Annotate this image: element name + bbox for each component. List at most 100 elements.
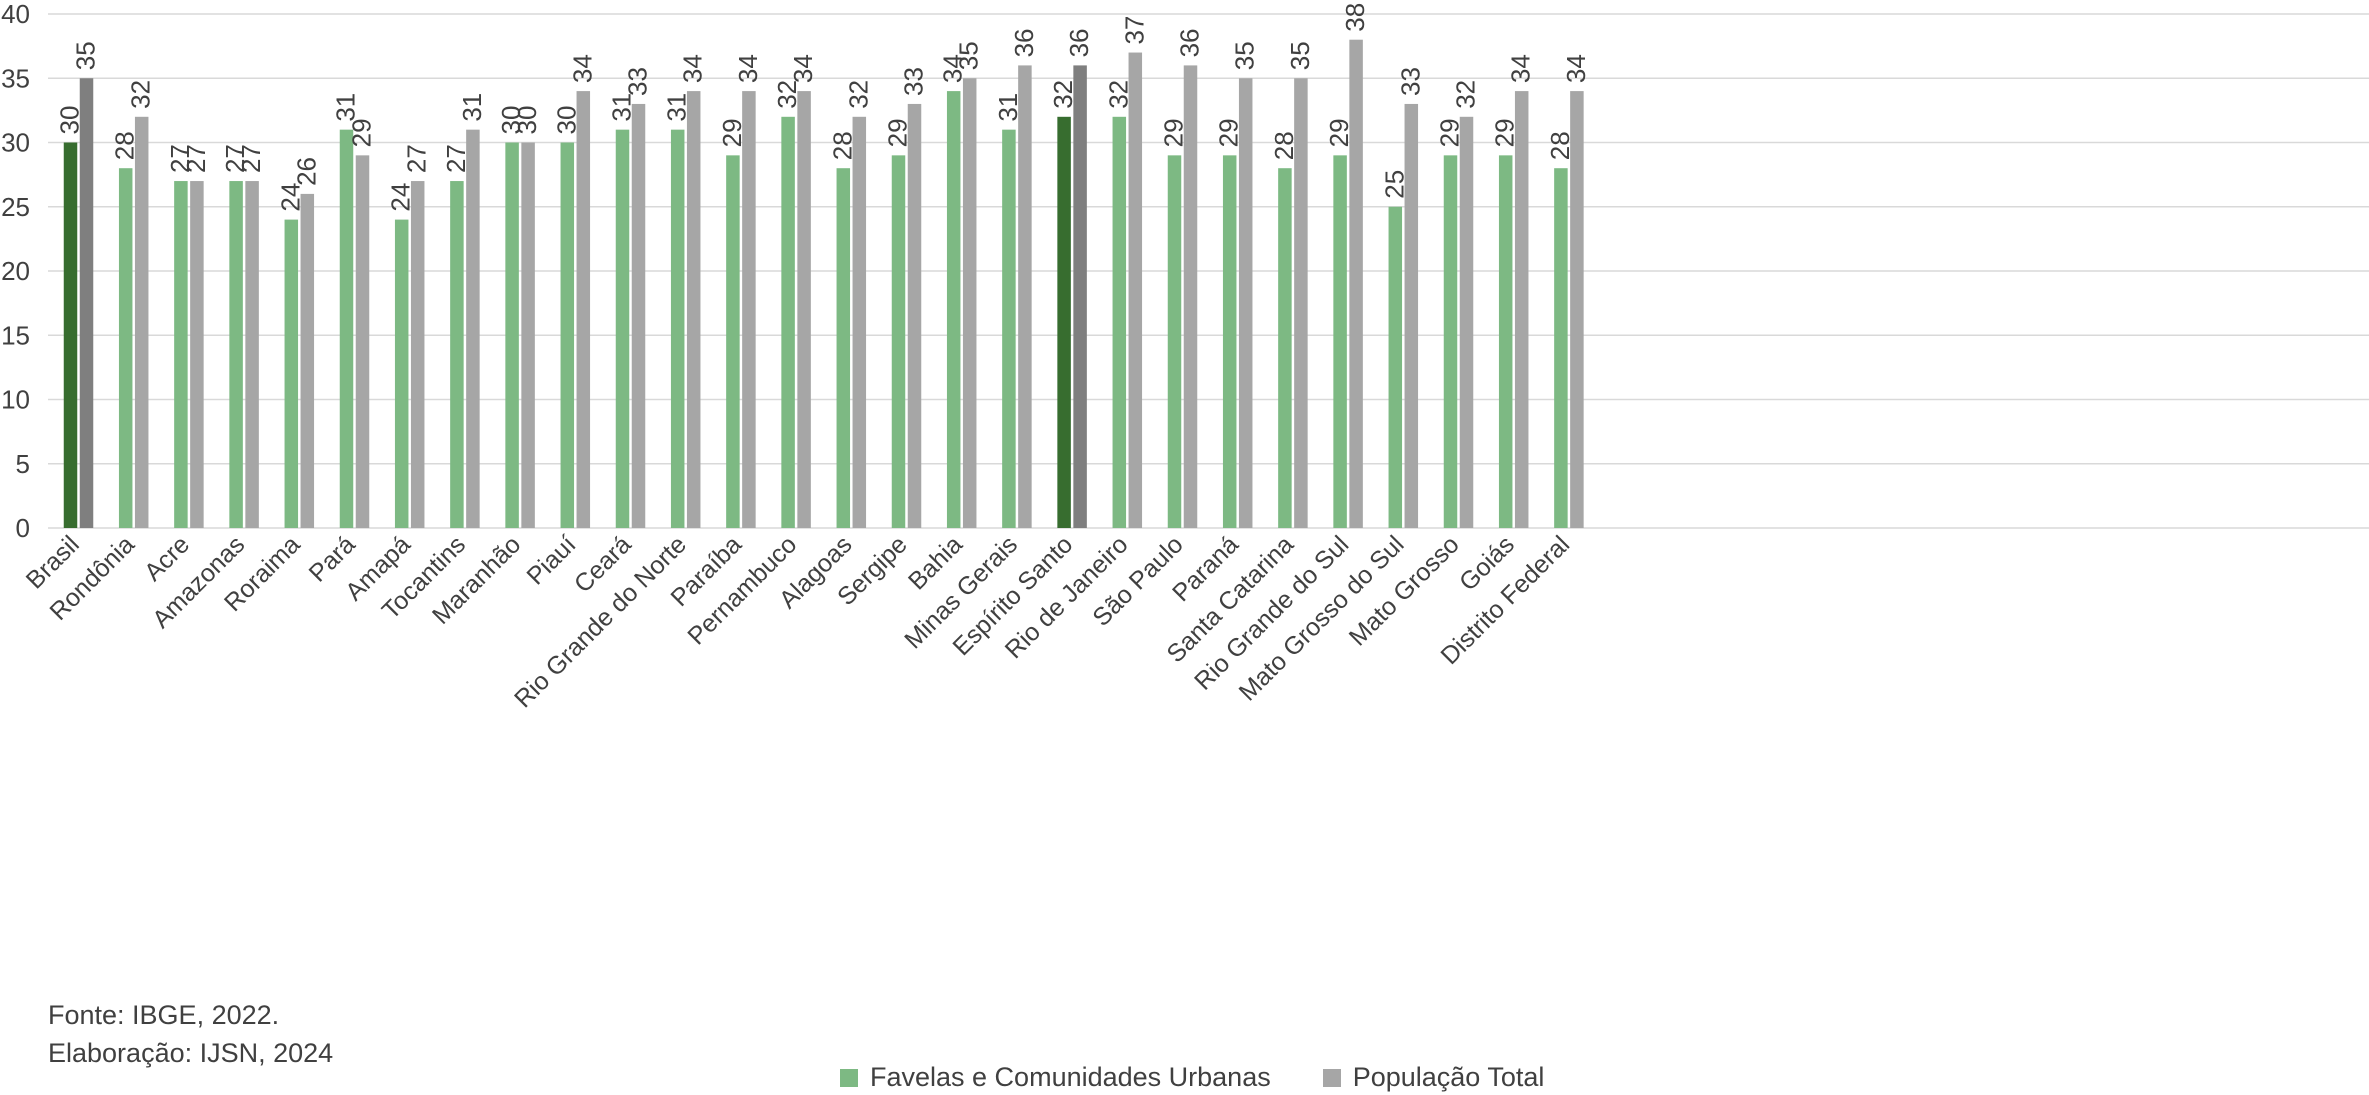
bar-favelas-distrito-federal: [1554, 168, 1568, 528]
data-label: 35: [71, 41, 101, 70]
data-label: 29: [1159, 118, 1189, 147]
data-label: 29: [1435, 118, 1465, 147]
data-label: 29: [347, 118, 377, 147]
data-label: 37: [1119, 16, 1149, 45]
data-label: 28: [1269, 131, 1299, 160]
bar-favelas-pernambuco: [781, 116, 795, 529]
bar-favelas-sao-paulo: [1167, 155, 1182, 528]
bar-populacao-roraima: [300, 193, 315, 528]
data-label: 33: [1395, 67, 1425, 96]
gridlines: [48, 13, 2369, 529]
legend-label-favelas: Favelas e Comunidades Urbanas: [870, 1062, 1271, 1092]
data-label: 30: [512, 106, 542, 135]
bar-favelas-parana: [1222, 155, 1237, 528]
bar-populacao-pernambuco: [797, 91, 811, 528]
bar-favelas-rondonia: [118, 168, 133, 528]
data-label: 34: [1561, 54, 1591, 83]
data-label: 32: [1048, 80, 1078, 109]
bar-favelas-alagoas: [836, 168, 851, 528]
legend-swatch-populacao: [1322, 1068, 1341, 1087]
bar-populacao-maranhao: [521, 142, 535, 528]
data-label: 31: [993, 93, 1023, 122]
data-label: 35: [1285, 41, 1315, 70]
data-label: 27: [165, 144, 195, 173]
data-label: 28: [1545, 131, 1575, 160]
data-label: 27: [402, 144, 432, 173]
bar-favelas-roraima: [284, 219, 299, 528]
legend-label-populacao: População Total: [1352, 1062, 1545, 1092]
bars: [63, 39, 1584, 529]
data-label: 32: [1103, 80, 1133, 109]
data-label: 35: [954, 41, 984, 70]
data-label: 32: [1451, 80, 1481, 109]
data-label: 32: [126, 80, 156, 109]
y-tick-label: 10: [1, 385, 30, 415]
y-tick-label: 0: [16, 513, 30, 543]
source-note: Fonte: IBGE, 2022.: [48, 1000, 280, 1030]
legend-item-favelas: Favelas e Comunidades Urbanas: [840, 1062, 1271, 1093]
data-label: 29: [717, 118, 747, 147]
bar-populacao-sergipe: [907, 103, 922, 528]
data-label: 31: [331, 93, 361, 122]
data-label: 29: [1324, 118, 1354, 147]
bar-populacao-piaui: [576, 91, 591, 528]
bar-favelas-sergipe: [891, 155, 906, 528]
data-label: 27: [236, 144, 266, 173]
data-label: 26: [291, 157, 321, 186]
data-label: 33: [623, 67, 653, 96]
bar-populacao-bahia: [962, 78, 977, 528]
data-label: 24: [386, 183, 416, 212]
bar-favelas-espirito-santo: [1057, 116, 1071, 529]
bar-populacao-mato-grosso: [1459, 116, 1474, 529]
bar-populacao-tocantins: [466, 129, 480, 528]
legend-item-populacao: População Total: [1322, 1062, 1545, 1093]
y-tick-label: 20: [1, 256, 30, 286]
bar-populacao-ceara: [631, 103, 646, 528]
data-label: 29: [1490, 118, 1520, 147]
bar-favelas-amazonas: [229, 181, 243, 529]
bar-populacao-para: [355, 155, 370, 528]
data-label: 34: [788, 54, 818, 83]
bar-favelas-rio-grande-do-norte: [670, 129, 685, 528]
data-label: 29: [1214, 118, 1244, 147]
data-label: 36: [1009, 28, 1039, 57]
bar-favelas-piaui: [560, 142, 575, 528]
data-label: 30: [496, 106, 526, 135]
data-label: 36: [1175, 28, 1205, 57]
data-label: 33: [899, 67, 929, 96]
data-label: 34: [567, 54, 597, 83]
bar-populacao-parana: [1238, 78, 1253, 528]
bar-populacao-rio-de-janeiro: [1128, 52, 1143, 529]
bar-populacao-goias: [1514, 91, 1529, 528]
bar-populacao-mato-grosso-do-sul: [1404, 103, 1419, 528]
bar-favelas-goias: [1498, 155, 1513, 528]
y-tick-label: 5: [16, 449, 30, 479]
data-label: 27: [181, 144, 211, 173]
bar-populacao-sao-paulo: [1183, 65, 1198, 529]
bar-populacao-brasil: [79, 78, 94, 528]
bar-favelas-minas-gerais: [1002, 129, 1016, 528]
bar-populacao-distrito-federal: [1570, 91, 1584, 528]
bar-favelas-paraiba: [726, 155, 740, 528]
legend: Favelas e Comunidades Urbanas População …: [840, 1062, 1596, 1093]
bar-favelas-mato-grosso: [1443, 155, 1458, 528]
data-label: 27: [441, 144, 471, 173]
data-label: 25: [1379, 170, 1409, 199]
data-label: 34: [1506, 54, 1536, 83]
bar-populacao-rio-grande-do-norte: [686, 91, 701, 528]
bar-populacao-amapa: [410, 181, 425, 529]
bar-populacao-amazonas: [245, 181, 259, 529]
y-tick-label: 40: [1, 0, 30, 29]
bar-populacao-rio-grande-do-sul: [1349, 39, 1363, 528]
bar-favelas-tocantins: [450, 181, 464, 529]
bar-populacao-espirito-santo: [1073, 65, 1087, 529]
y-tick-label: 15: [1, 320, 30, 350]
data-label: 34: [678, 54, 708, 83]
bar-favelas-para: [339, 129, 354, 528]
elaboration-note: Elaboração: IJSN, 2024: [48, 1038, 334, 1068]
data-label: 24: [275, 183, 305, 212]
bar-populacao-rondonia: [134, 116, 149, 529]
